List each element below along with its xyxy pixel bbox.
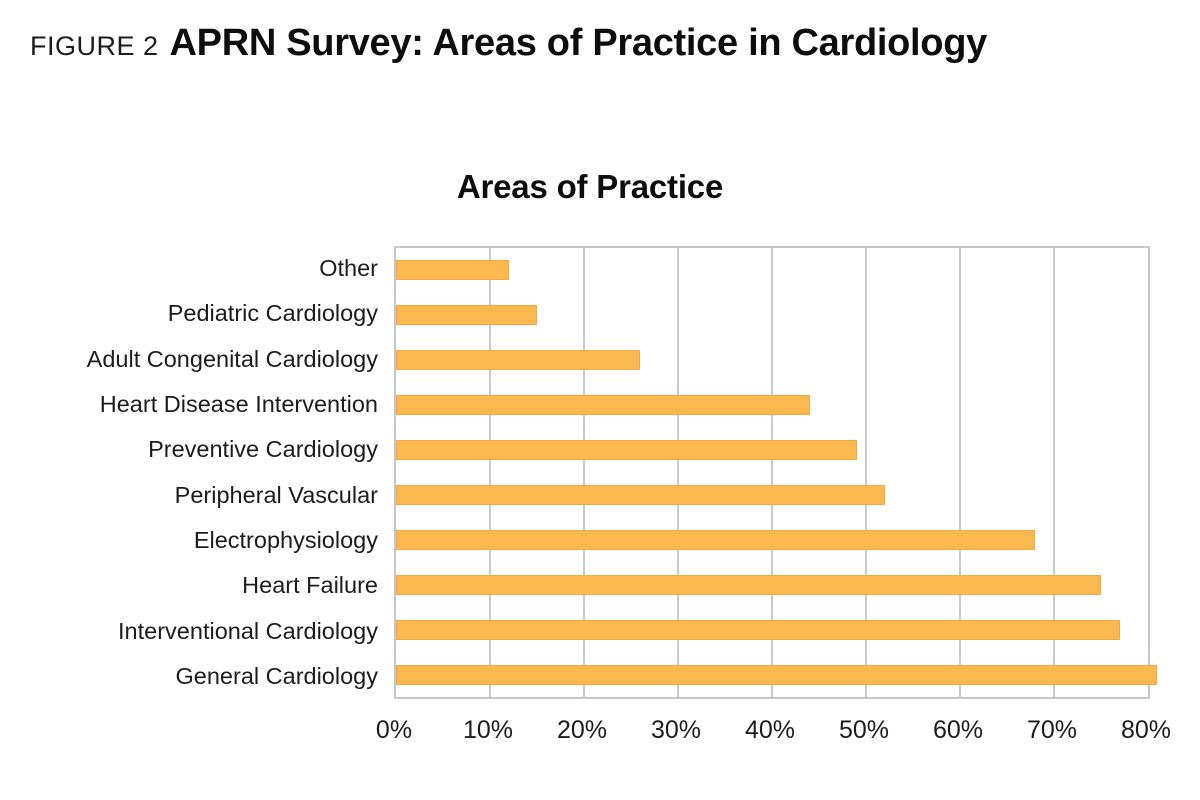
figure-title: APRN Survey: Areas of Practice in Cardio… <box>169 22 988 64</box>
category-label: Adult Congenital Cardiology <box>86 345 378 372</box>
gridline <box>583 248 585 697</box>
chart-title: Areas of Practice <box>456 168 724 205</box>
bar <box>396 305 537 326</box>
chart-row <box>396 293 1148 338</box>
bar <box>396 260 509 281</box>
x-tick-label: 70% <box>1026 716 1078 744</box>
bar <box>396 440 857 461</box>
gridline <box>959 248 961 697</box>
chart-row <box>396 607 1148 652</box>
x-tick-label: 60% <box>932 716 984 744</box>
category-label: Interventional Cardiology <box>118 617 378 644</box>
category-label: Pediatric Cardiology <box>167 300 378 327</box>
category-label: Heart Disease Intervention <box>99 391 378 418</box>
gridline <box>771 248 773 697</box>
category-label: Preventive Cardiology <box>148 436 378 463</box>
chart-row <box>396 428 1148 473</box>
chart-row <box>396 383 1148 428</box>
x-tick-label: 80% <box>1120 716 1172 744</box>
figure-number-label: FIGURE 2 <box>30 31 159 61</box>
gridline <box>1053 248 1055 697</box>
bars-layer <box>396 248 1158 697</box>
category-labels: Other Pediatric Cardiology Adult Congenita… <box>0 246 378 699</box>
figure-header: FIGURE 2 APRN Survey: Areas of Practice … <box>30 22 987 65</box>
bar <box>396 484 885 505</box>
x-tick-label: 40% <box>744 716 796 744</box>
category-label: Other <box>319 255 378 282</box>
plot-area <box>394 246 1158 699</box>
chart-row <box>396 652 1158 697</box>
chart-row <box>396 562 1148 607</box>
category-label: Peripheral Vascular <box>174 481 378 508</box>
x-tick-label: 50% <box>838 716 890 744</box>
x-tick-label: 10% <box>462 716 514 744</box>
gridline <box>865 248 867 697</box>
bar <box>396 574 1101 595</box>
chart-row <box>396 473 1148 518</box>
chart-row <box>396 248 1148 293</box>
bar <box>396 529 1036 550</box>
gridline <box>677 248 679 697</box>
chart-row <box>396 517 1148 562</box>
category-label: Electrophysiology <box>193 526 378 553</box>
bar <box>396 395 810 416</box>
bar <box>396 619 1120 640</box>
x-tick-label: 0% <box>375 716 413 744</box>
category-label: General Cardiology <box>175 662 378 689</box>
x-tick-label: 20% <box>556 716 608 744</box>
x-tick-label: 30% <box>650 716 702 744</box>
x-axis-ticks: 0% 10% 20% 30% 40% 50% 60% 70% 80% <box>376 716 1171 750</box>
gridline <box>489 248 491 697</box>
category-label: Heart Failure <box>242 572 378 599</box>
chart-row <box>396 338 1148 383</box>
bar <box>396 664 1158 685</box>
bar <box>396 350 641 371</box>
